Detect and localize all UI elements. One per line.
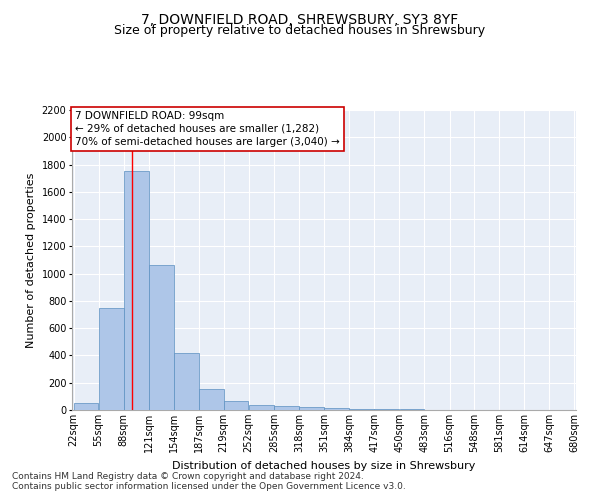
Y-axis label: Number of detached properties: Number of detached properties [26, 172, 36, 348]
Text: Size of property relative to detached houses in Shrewsbury: Size of property relative to detached ho… [115, 24, 485, 37]
Bar [349, 408, 374, 410]
Bar [274, 406, 299, 410]
Bar [174, 352, 199, 410]
Text: Contains HM Land Registry data © Crown copyright and database right 2024.: Contains HM Land Registry data © Crown c… [12, 472, 364, 481]
Bar [299, 408, 324, 410]
Text: 7 DOWNFIELD ROAD: 99sqm
← 29% of detached houses are smaller (1,282)
70% of semi: 7 DOWNFIELD ROAD: 99sqm ← 29% of detache… [75, 110, 340, 147]
Bar [74, 403, 98, 410]
Text: Contains public sector information licensed under the Open Government Licence v3: Contains public sector information licen… [12, 482, 406, 491]
Bar [224, 401, 248, 410]
Bar [324, 408, 349, 410]
Text: 7, DOWNFIELD ROAD, SHREWSBURY, SY3 8YF: 7, DOWNFIELD ROAD, SHREWSBURY, SY3 8YF [142, 12, 458, 26]
Bar [249, 405, 274, 410]
Bar [374, 409, 399, 410]
Bar [99, 308, 124, 410]
Bar [149, 266, 174, 410]
X-axis label: Distribution of detached houses by size in Shrewsbury: Distribution of detached houses by size … [172, 460, 476, 470]
Bar [124, 172, 149, 410]
Bar [199, 389, 224, 410]
